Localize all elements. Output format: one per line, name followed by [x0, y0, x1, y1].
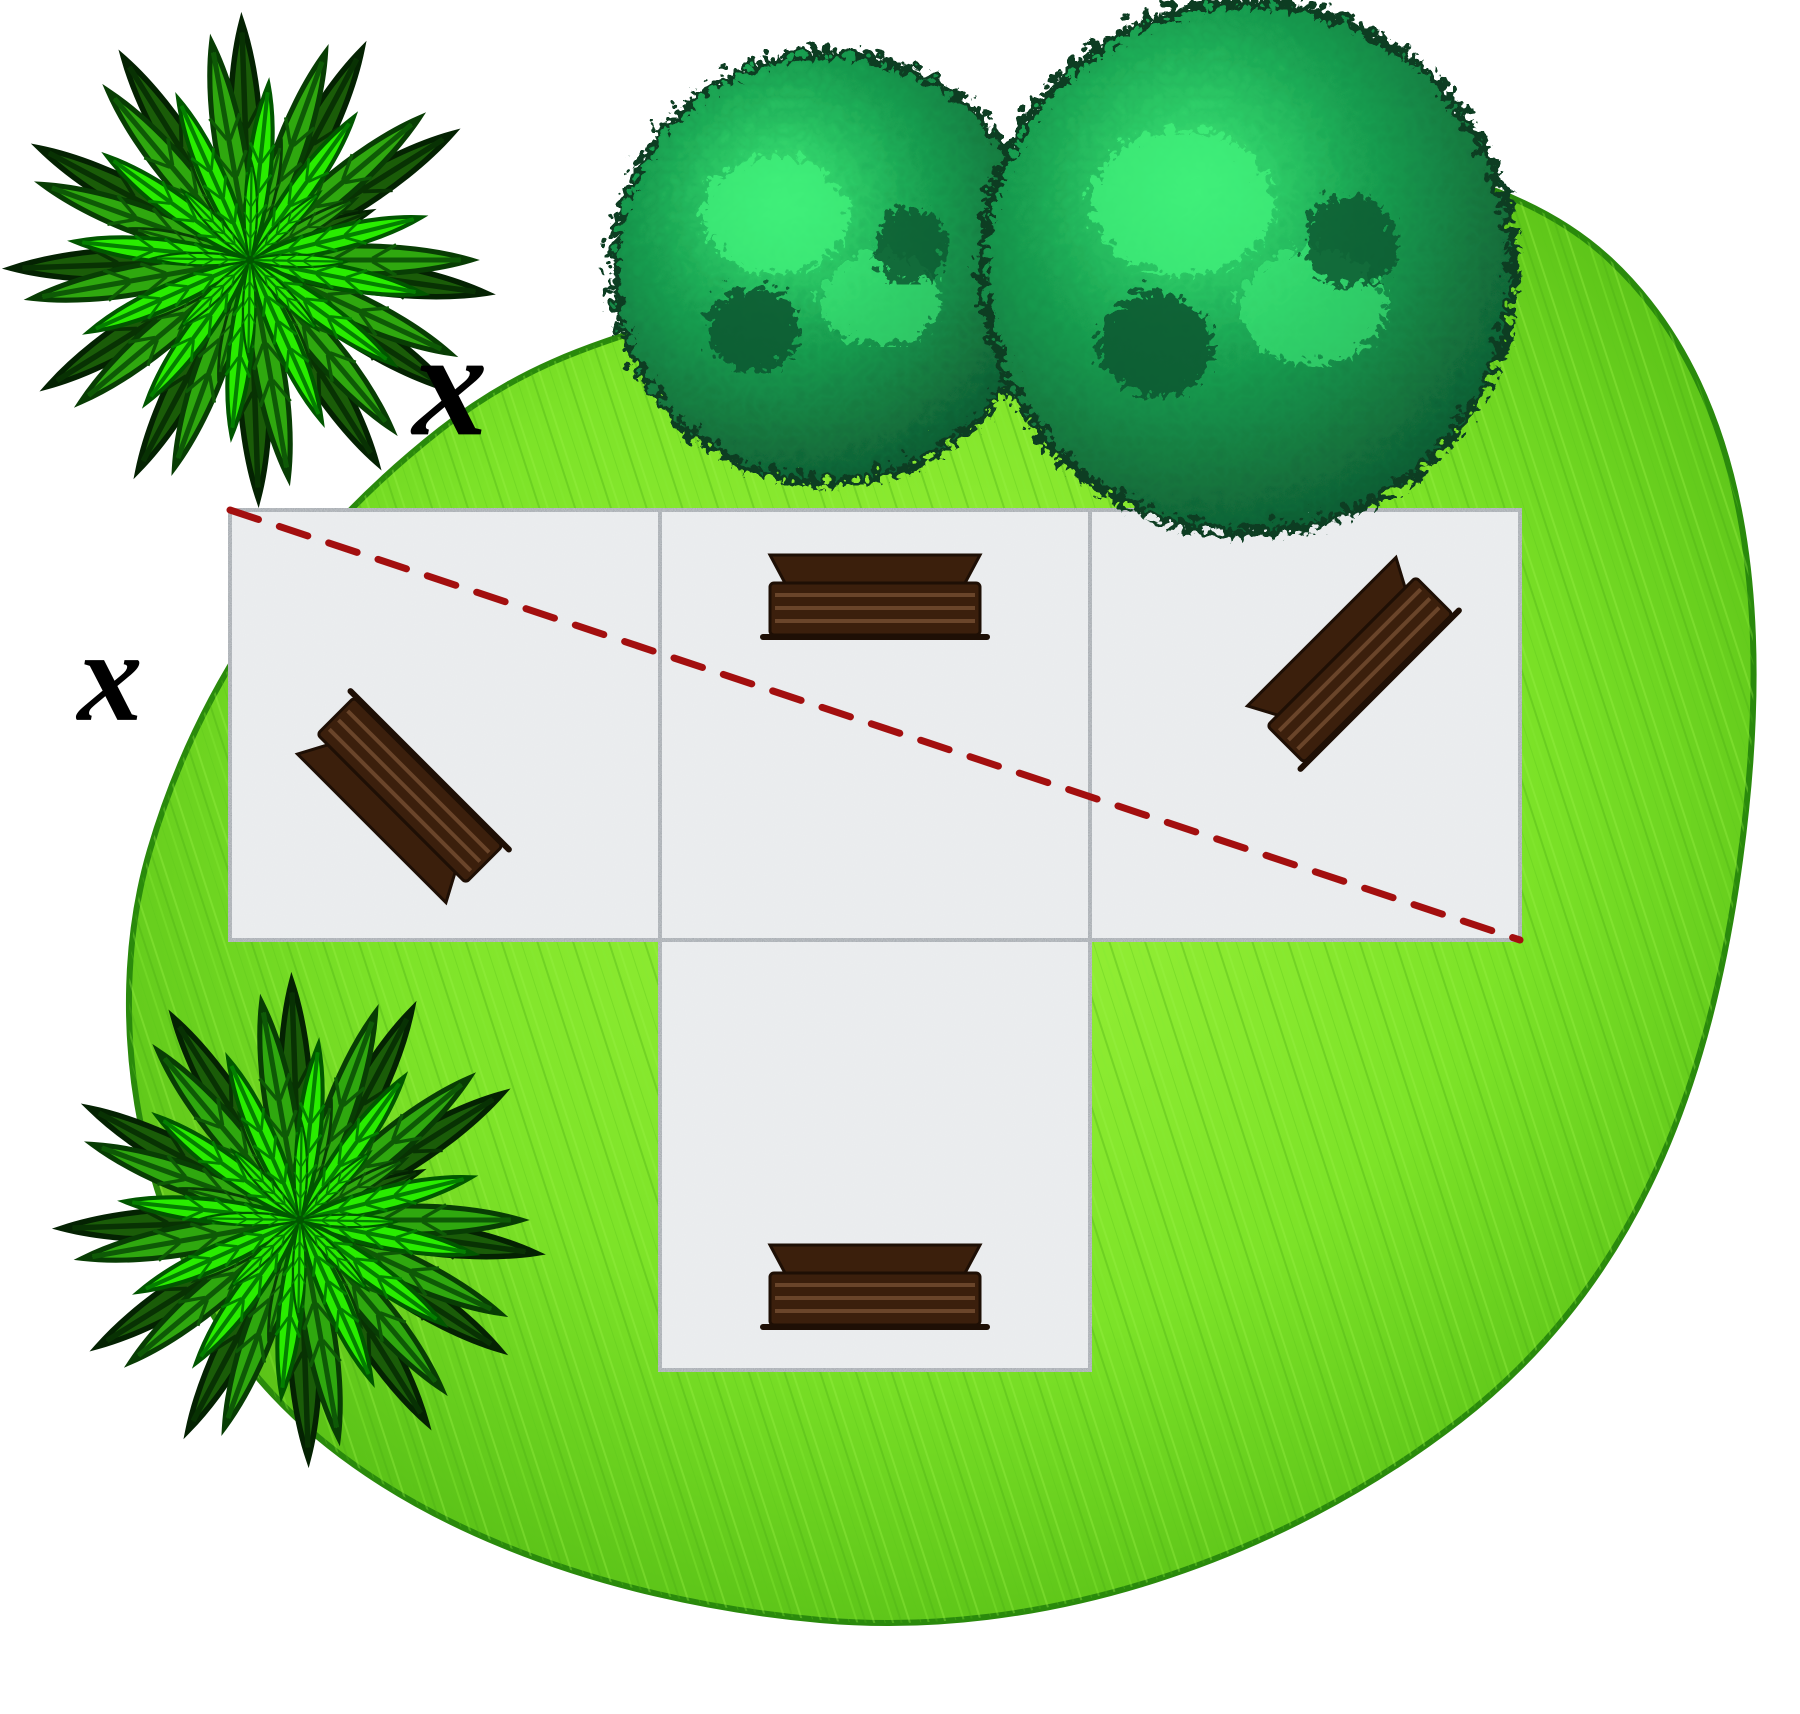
- garden-plan: x x: [0, 0, 1800, 1714]
- label-x-left: x: [76, 605, 143, 749]
- label-x-top: x: [411, 301, 488, 467]
- scene-svg: x x: [0, 0, 1800, 1714]
- bench-2: [763, 555, 987, 637]
- bench-4: [763, 1245, 987, 1327]
- round-bushes: [602, 0, 1511, 530]
- bush-round-2: [970, 0, 1511, 530]
